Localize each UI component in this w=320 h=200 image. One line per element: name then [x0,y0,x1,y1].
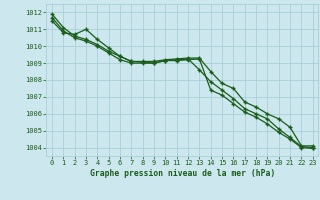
X-axis label: Graphe pression niveau de la mer (hPa): Graphe pression niveau de la mer (hPa) [90,169,275,178]
